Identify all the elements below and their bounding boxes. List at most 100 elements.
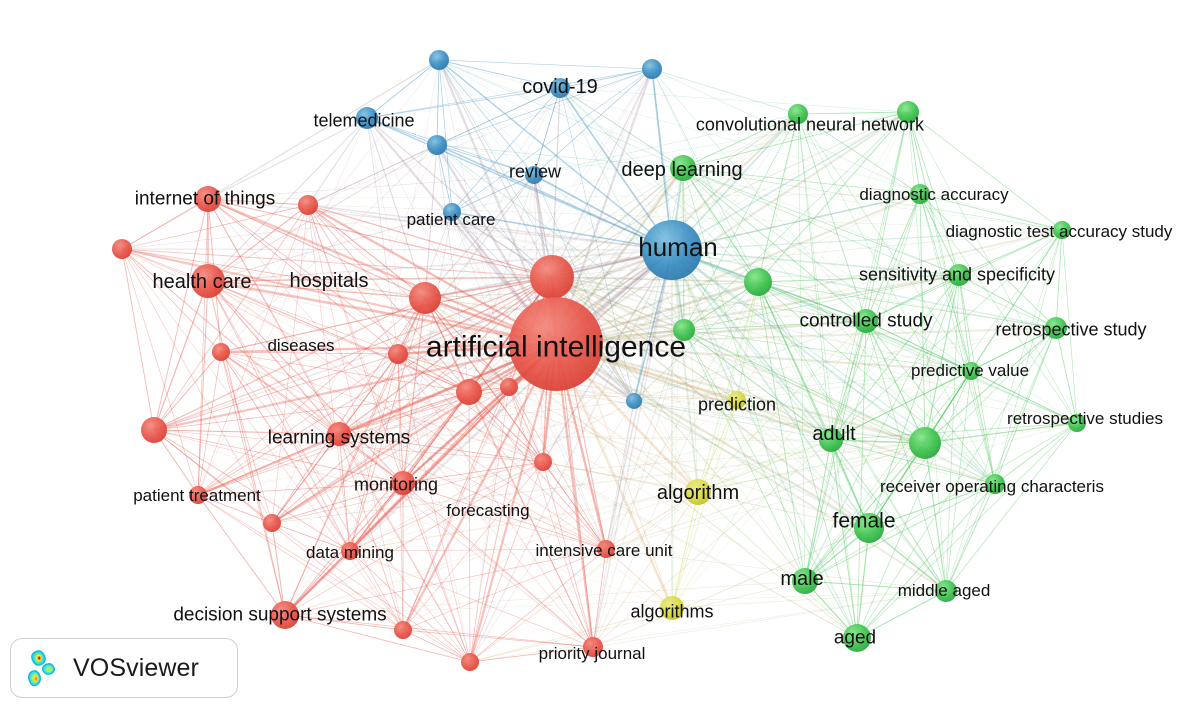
network-node-patient-treatment[interactable]: patient treatment	[189, 486, 207, 504]
network-node-unlabeled[interactable]	[456, 379, 482, 405]
network-edge	[307, 204, 399, 355]
network-node-algorithm[interactable]: algorithm	[685, 479, 711, 505]
network-node-unlabeled[interactable]	[897, 101, 919, 123]
network-node-unlabeled[interactable]	[461, 653, 479, 671]
network-node-review[interactable]: review	[525, 166, 543, 184]
network-edge	[945, 370, 972, 592]
network-node-receiver-operating-characteris[interactable]: receiver operating characteris	[985, 474, 1005, 494]
network-edge	[271, 276, 553, 524]
network-node-learning-systems[interactable]: learning systems	[327, 422, 351, 446]
network-node-unlabeled[interactable]	[530, 255, 574, 299]
network-node-priority-journal[interactable]: priority journal	[583, 637, 603, 657]
network-edge	[307, 204, 470, 393]
network-node-data-mining[interactable]: data mining	[341, 542, 359, 560]
network-edge	[633, 400, 926, 444]
network-node-deep-learning[interactable]: deep learning	[670, 155, 696, 181]
network-edge	[682, 167, 1063, 231]
network-edge	[592, 590, 947, 648]
network-edge	[397, 276, 553, 355]
network-node-unlabeled[interactable]	[673, 319, 695, 341]
network-node-monitoring[interactable]: monitoring	[391, 471, 415, 495]
network-node-patient-care[interactable]: patient care	[443, 203, 461, 221]
network-node-sensitivity-and-specificity[interactable]: sensitivity and specificity	[948, 264, 970, 286]
network-edge	[830, 422, 1078, 441]
network-node-forecasting[interactable]: forecasting	[534, 453, 552, 471]
network-edge	[307, 68, 653, 206]
network-edge	[682, 113, 799, 169]
network-node-unlabeled[interactable]	[626, 393, 642, 409]
network-node-decision-support-systems[interactable]: decision support systems	[271, 601, 299, 629]
network-node-unlabeled[interactable]	[500, 378, 518, 396]
network-edge	[397, 353, 470, 393]
network-node-diseases[interactable]: diseases	[212, 343, 230, 361]
network-node-retrospective-study[interactable]: retrospective study	[1045, 317, 1067, 339]
network-nodes[interactable]: diseases patient treatment data mining fore…	[112, 50, 1086, 671]
network-node-middle-aged[interactable]: middle aged	[935, 580, 957, 602]
network-node-predictive-value[interactable]: predictive value	[962, 362, 980, 380]
network-node-unlabeled[interactable]	[909, 427, 941, 459]
network-edge	[207, 280, 404, 631]
network-edge	[424, 297, 607, 550]
network-edge	[220, 351, 404, 484]
network-edge	[856, 320, 867, 639]
network-node-telemedicine[interactable]: telemedicine	[356, 107, 378, 129]
network-node-unlabeled[interactable]	[429, 50, 449, 70]
network-edge	[424, 297, 510, 388]
network-node-aged[interactable]: aged	[843, 624, 871, 652]
network-node-artificial-intelligence[interactable]: artificial intelligence	[509, 297, 603, 391]
network-node-unlabeled[interactable]	[298, 195, 318, 215]
network-edge	[424, 297, 594, 648]
network-node-controlled-study[interactable]: controlled study	[854, 309, 878, 333]
network-node-unlabeled[interactable]	[263, 514, 281, 532]
network-edge	[682, 167, 921, 195]
network-node-unlabeled[interactable]	[141, 417, 167, 443]
network-node-hospitals[interactable]: hospitals	[409, 282, 441, 314]
network-node-unlabeled[interactable]	[427, 135, 447, 155]
network-node-unlabeled[interactable]	[112, 239, 132, 259]
network-edge	[438, 59, 453, 213]
network-edge	[797, 113, 996, 485]
network-edge	[271, 422, 1078, 524]
network-node-algorithms[interactable]: algorithms	[660, 596, 684, 620]
network-node-unlabeled[interactable]	[744, 268, 772, 296]
network-edge	[271, 482, 404, 524]
vosviewer-badge[interactable]: VOSviewer	[10, 638, 238, 698]
network-node-diagnostic-accuracy[interactable]: diagnostic accuracy	[910, 184, 930, 204]
network-node-human[interactable]: human	[642, 220, 702, 280]
network-node-unlabeled[interactable]	[642, 59, 662, 79]
network-node-retrospective-studies[interactable]: retrospective studies	[1068, 414, 1086, 432]
network-edge	[683, 329, 996, 485]
network-edge	[438, 59, 870, 529]
network-node-health-care[interactable]: health care	[191, 264, 225, 298]
network-node-diagnostic-test-accuracy-study[interactable]: diagnostic test accuracy study	[1053, 221, 1071, 239]
network-edge	[271, 204, 309, 524]
network-node-male[interactable]: male	[792, 568, 818, 594]
network-edge	[559, 87, 909, 113]
network-node-convolutional-neural-network[interactable]: convolutional neural network	[788, 104, 808, 124]
network-edge	[397, 174, 535, 355]
network-edge	[671, 249, 960, 276]
network-node-unlabeled[interactable]	[394, 621, 412, 639]
network-edge	[307, 204, 404, 631]
network-edge	[592, 527, 870, 648]
network-edge	[197, 329, 685, 496]
network-node-intensive-care-unit[interactable]: intensive care unit	[597, 540, 615, 558]
network-edge	[469, 461, 544, 663]
network-edge	[338, 249, 673, 435]
network-node-covid-19[interactable]: covid-19	[550, 78, 570, 98]
network-node-internet-of-things[interactable]: internet of things	[195, 186, 221, 212]
network-edge	[945, 274, 960, 592]
node-label: intensive care unit	[535, 541, 672, 560]
network-edge	[797, 113, 867, 322]
network-edge	[153, 198, 209, 431]
network-node-adult[interactable]: adult	[819, 428, 843, 452]
network-edge	[605, 548, 673, 609]
network-node-female[interactable]: female	[854, 513, 884, 543]
network-node-unlabeled[interactable]	[388, 344, 408, 364]
network-edge	[469, 607, 673, 663]
network-edge	[436, 59, 440, 146]
network-node-prediction[interactable]: prediction	[728, 391, 746, 409]
network-edge	[402, 211, 453, 484]
